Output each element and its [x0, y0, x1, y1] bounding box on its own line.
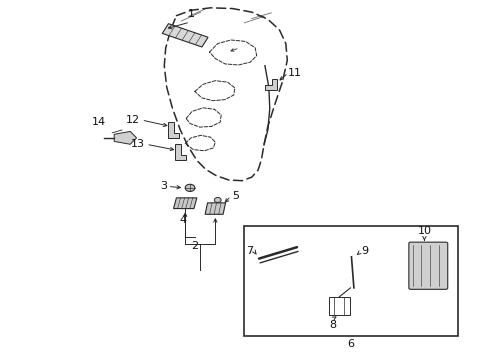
Circle shape: [214, 198, 221, 203]
Text: 12: 12: [125, 115, 140, 125]
Polygon shape: [162, 24, 208, 47]
Polygon shape: [175, 144, 186, 160]
Polygon shape: [204, 203, 225, 214]
Circle shape: [185, 184, 195, 192]
Text: 4: 4: [179, 215, 186, 225]
Polygon shape: [168, 122, 179, 138]
Bar: [244, 226, 458, 337]
Text: 14: 14: [91, 117, 105, 127]
Text: 1: 1: [187, 9, 194, 19]
Text: 10: 10: [417, 226, 430, 237]
Polygon shape: [264, 79, 276, 90]
Text: 3: 3: [160, 181, 166, 192]
Text: 5: 5: [232, 191, 239, 201]
Text: 6: 6: [346, 339, 353, 349]
Polygon shape: [114, 131, 136, 144]
Text: 7: 7: [245, 247, 253, 256]
FancyBboxPatch shape: [408, 242, 447, 289]
Text: 9: 9: [361, 247, 367, 256]
Text: 2: 2: [191, 241, 198, 251]
Polygon shape: [173, 198, 197, 208]
Text: 13: 13: [131, 139, 144, 149]
Text: 8: 8: [329, 320, 336, 330]
Text: 11: 11: [287, 68, 302, 78]
Bar: [328, 297, 349, 315]
